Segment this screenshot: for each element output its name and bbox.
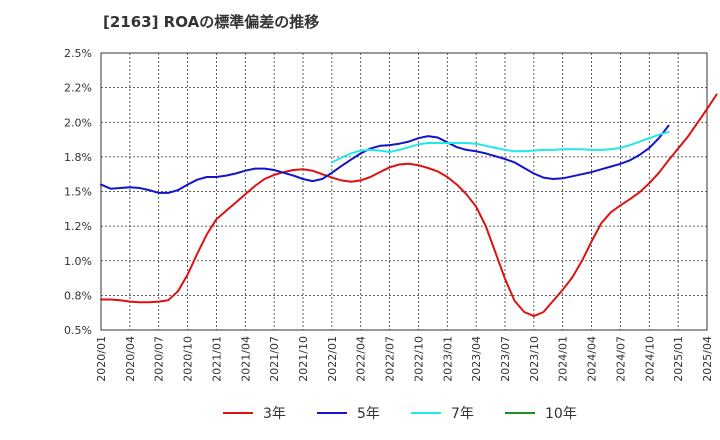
y-tick-label: 1.0% xyxy=(64,255,92,268)
axes: 0.5% 0.8% 1.0% 1.2% 1.5% 1.8% 2.0% 2.2% 2.5% 2020… xyxy=(64,47,714,382)
y-tick-label: 2.0% xyxy=(64,116,92,129)
x-tick-label: 2025/04 xyxy=(701,336,714,382)
y-tick-label: 1.2% xyxy=(64,220,92,233)
legend-label: 3年 xyxy=(263,406,286,422)
series-lines xyxy=(100,93,718,318)
y-tick-label: 0.5% xyxy=(64,324,92,337)
x-tick-label: 2023/07 xyxy=(499,336,512,382)
legend-label: 10年 xyxy=(545,406,577,422)
grid xyxy=(101,53,707,330)
x-tick-label: 2023/04 xyxy=(470,336,483,382)
legend-label: 5年 xyxy=(357,406,380,422)
plot-frame xyxy=(100,52,708,331)
x-tick-label: 2024/10 xyxy=(643,336,656,382)
x-tick-label: 2021/10 xyxy=(297,336,310,382)
x-tick-label: 2020/04 xyxy=(124,336,137,382)
x-tick-label: 2021/07 xyxy=(268,336,281,382)
chart-title: [2163] ROAの標準偏差の推移 xyxy=(103,13,320,31)
x-tick-label: 2020/01 xyxy=(95,336,108,382)
y-tick-label: 0.8% xyxy=(64,289,92,302)
x-tick-label: 2024/01 xyxy=(557,336,570,382)
legend-label: 7年 xyxy=(451,406,474,422)
x-tick-label: 2022/01 xyxy=(326,336,339,382)
x-tick-label: 2021/01 xyxy=(210,336,223,382)
legend: 3年 5年 7年 10年 xyxy=(223,406,577,422)
series-line-5年 xyxy=(100,124,670,194)
y-tick-label: 2.2% xyxy=(64,82,92,95)
y-tick-label: 1.8% xyxy=(64,151,92,164)
x-tick-label: 2020/10 xyxy=(182,336,195,382)
x-tick-label: 2022/04 xyxy=(355,336,368,382)
series-line-3年 xyxy=(100,93,718,318)
x-tick-label: 2024/04 xyxy=(586,336,599,382)
x-tick-label: 2022/07 xyxy=(384,336,397,382)
x-tick-label: 2021/04 xyxy=(239,336,252,382)
x-tick-label: 2024/07 xyxy=(614,336,627,382)
x-tick-label: 2020/07 xyxy=(153,336,166,382)
y-tick-label: 2.5% xyxy=(64,47,92,60)
x-tick-label: 2023/01 xyxy=(441,336,454,382)
series-line-7年 xyxy=(330,130,670,164)
y-tick-label: 1.5% xyxy=(64,186,92,199)
x-tick-label: 2025/01 xyxy=(672,336,685,382)
x-tick-label: 2022/10 xyxy=(412,336,425,382)
x-tick-label: 2023/10 xyxy=(528,336,541,382)
